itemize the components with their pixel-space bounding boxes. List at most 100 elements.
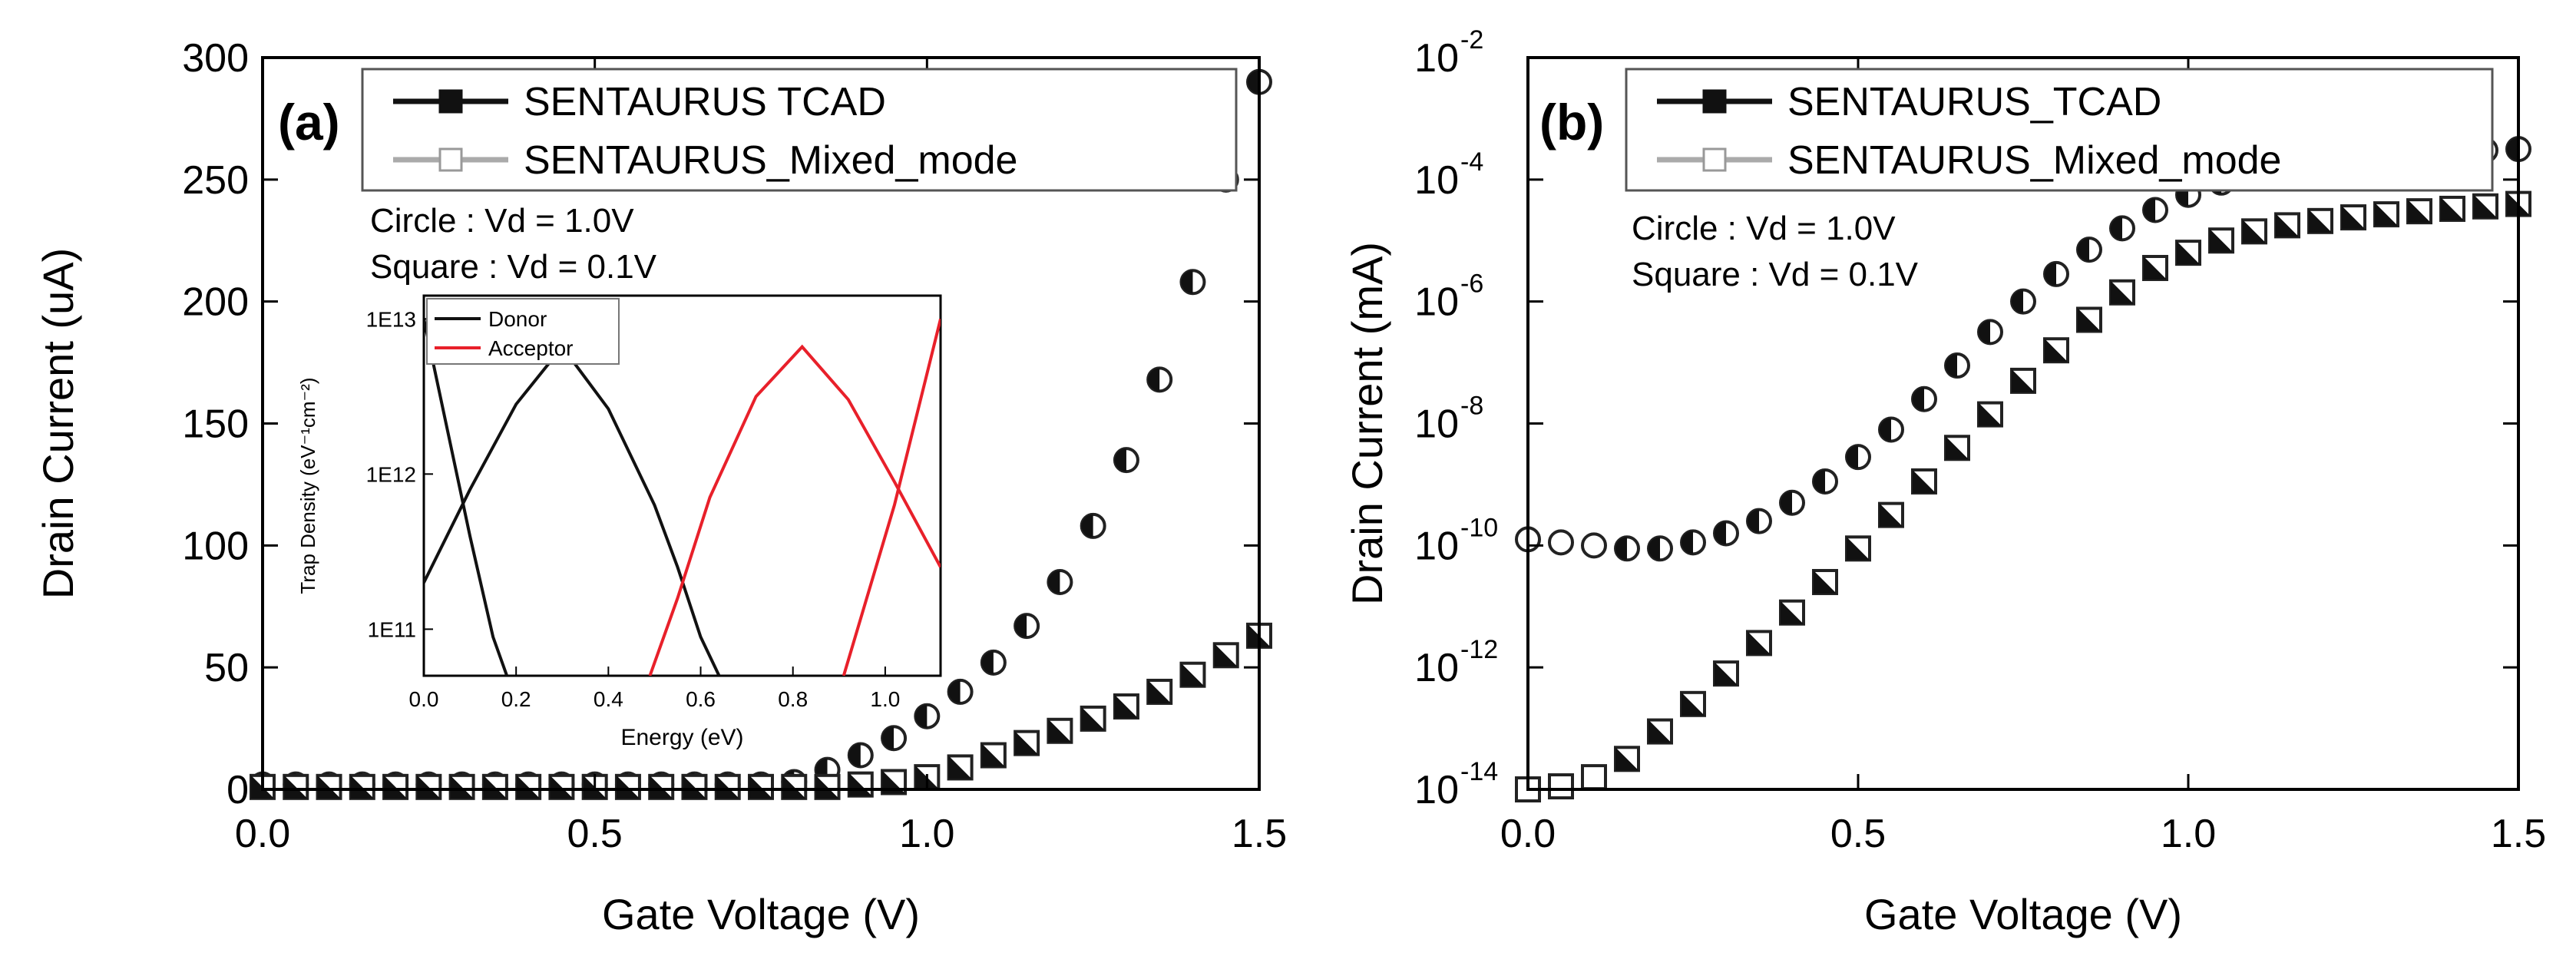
panel-a-point-fill <box>749 775 772 799</box>
panel-a-x-tick-label: 0.0 <box>235 812 290 856</box>
panel-b-series-1 <box>1515 190 2531 802</box>
panel-b-legend-text-1: SENTAURUS_Mixed_mode <box>1787 138 2281 183</box>
panel-b-point-fill <box>2375 203 2398 227</box>
panel-b-y-tick-label: 10 <box>1414 158 1459 203</box>
panel-b-point-fill <box>2408 200 2431 223</box>
panel-b-point <box>1581 532 1607 559</box>
panel-b-legend-text-0: SENTAURUS_TCAD <box>1787 80 2161 124</box>
panel-a-point-fill <box>1015 731 1039 755</box>
inset-legend-box <box>426 298 620 365</box>
panel-b-y-tick-exponent: -4 <box>1460 147 1483 177</box>
panel-a-x-tick-label: 1.0 <box>899 812 954 856</box>
panel-b-point <box>1581 764 1607 791</box>
panel-b-x-tick-label: 1.0 <box>2161 812 2216 856</box>
inset-acceptor-curve-0 <box>648 344 941 676</box>
panel-b-point-fill <box>1715 521 1726 545</box>
panel-b-point-fill <box>1946 354 1957 378</box>
inset-curves <box>424 318 941 676</box>
panel-a-point-fill <box>1214 643 1238 667</box>
panel-b-point-fill <box>1814 570 1837 594</box>
panel-a-point-fill <box>848 743 861 767</box>
panel-a-point-fill <box>517 775 541 799</box>
panel-a-point-fill <box>948 756 972 779</box>
panel-b-x-tick-label: 0.0 <box>1500 812 1556 856</box>
panel-a-annotation-1: Square : Vd = 0.1V <box>370 248 657 286</box>
panel-b-point-fill <box>2210 229 2233 253</box>
panel-b-y-tick-label: 10 <box>1414 402 1459 447</box>
panel-b-label: (b) <box>1539 94 1604 151</box>
panel-b-point-fill <box>1913 387 1924 411</box>
panel-a-legend-marker-1 <box>438 147 463 172</box>
panel-b-point-fill <box>2111 280 2134 304</box>
panel-b-y-tick-exponent: -14 <box>1460 757 1498 786</box>
panel-b-point-fill <box>1781 600 1804 624</box>
inset-x-tick-label: 0.6 <box>686 687 716 711</box>
panel-b-point-fill <box>1715 662 1738 686</box>
panel-b-point-fill <box>1880 418 1891 442</box>
inset-acceptor-curve-1 <box>842 318 941 676</box>
panel-b-y-tick-exponent: -12 <box>1460 635 1498 664</box>
panel-b-point-fill <box>2474 194 2497 218</box>
panel-a-point-fill <box>1081 514 1093 538</box>
panel-a-point-fill <box>450 775 474 799</box>
panel-a: 0.0 0.5 1.0 1.5 0 50 100 150 200 250 300 Gate Volta… <box>34 36 1287 938</box>
inset-x-tick-label: 0.2 <box>501 687 531 711</box>
panel-a-y-tick-label: 200 <box>182 280 249 325</box>
panel-a-legend-marker-0 <box>438 89 463 114</box>
panel-a-point-fill <box>882 726 894 750</box>
inset-x-tick-label: 1.0 <box>870 687 900 711</box>
panel-b-point-fill <box>2144 256 2167 280</box>
panel-b-legend-marker-0 <box>1702 89 1727 114</box>
panel-b-point-fill <box>1880 503 1903 527</box>
panel-b-point-fill <box>2309 209 2332 233</box>
panel-a-point-fill <box>483 775 507 799</box>
panel-a-point-fill <box>350 775 374 799</box>
panel-b-point-fill <box>1781 491 1792 514</box>
panel-a-point-fill <box>1114 694 1138 718</box>
inset-donor-curve-1 <box>424 344 721 676</box>
panel-b-point-fill <box>1979 402 2002 426</box>
panel-a-y-tick-label: 50 <box>204 646 249 690</box>
panel-b-point-fill <box>2342 206 2365 230</box>
panel-b-point-fill <box>1814 469 1825 493</box>
panel-b-point-fill <box>2243 220 2266 243</box>
panel-b-y-axis-label: Drain Current (mA) <box>1343 242 1391 605</box>
inset-x-tick-label: 0.4 <box>594 687 623 711</box>
panel-b-point <box>1548 773 1574 800</box>
panel-a-y-tick-label: 150 <box>182 402 249 447</box>
panel-b-point-fill <box>1648 537 1660 561</box>
panel-b-point-fill <box>2441 197 2464 220</box>
panel-b-point-fill <box>1847 445 1858 469</box>
panel-b-point-fill <box>2045 262 2056 286</box>
panel-a-point-fill <box>550 775 574 799</box>
panel-a-legend-text-1: SENTAURUS_Mixed_mode <box>524 138 1017 183</box>
panel-b-annotation-0: Circle : Vd = 1.0V <box>1632 210 1896 247</box>
panel-a-point-fill <box>384 775 408 799</box>
panel-b-y-tick-exponent: -8 <box>1460 392 1483 421</box>
panel-a-point-fill <box>1048 719 1072 743</box>
panel-a-point-fill <box>882 770 906 794</box>
inset-legend-text-1: Acceptor <box>488 336 574 360</box>
panel-b-y-tick-label: 10 <box>1414 36 1459 81</box>
panel-a-point-fill <box>1048 570 1060 594</box>
panel-a-point-fill <box>650 775 673 799</box>
panel-b-point-fill <box>2045 339 2068 362</box>
panel-b-x-axis-label: Gate Voltage (V) <box>1864 890 2182 938</box>
panel-a-series-1 <box>250 622 1272 800</box>
panel-a-point-fill <box>1081 706 1105 730</box>
inset-x-tick-label: 0.8 <box>778 687 808 711</box>
inset-y-tick-label: 1E11 <box>368 617 416 641</box>
panel-b-legend-box <box>1625 68 2494 192</box>
panel-a-annotation-0: Circle : Vd = 1.0V <box>370 202 634 240</box>
inset-y-tick-label: 1E13 <box>366 307 416 331</box>
panel-b-point-fill <box>1615 747 1639 771</box>
panel-b-point-fill <box>1847 537 1870 561</box>
panel-a-point-fill <box>1148 680 1172 703</box>
panel-b-y-tick-exponent: -2 <box>1460 25 1483 55</box>
panel-b-point-fill <box>1748 631 1771 655</box>
panel-b-point-fill <box>2012 289 2023 313</box>
panel-a-y-tick-label: 300 <box>182 36 249 81</box>
panel-a-point-fill <box>317 775 341 799</box>
panel-a-y-axis-label: Drain Current (uA) <box>34 248 82 599</box>
panel-b-point-fill <box>1682 531 1693 554</box>
